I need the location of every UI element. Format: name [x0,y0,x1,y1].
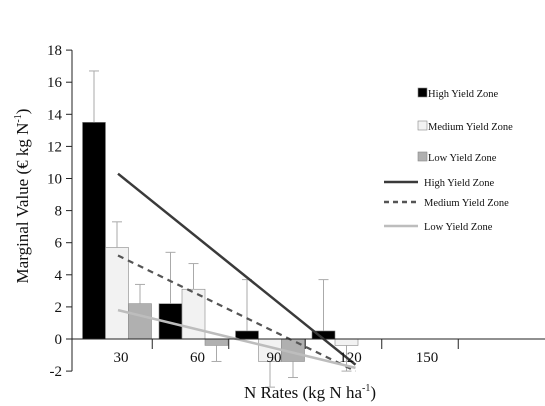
legend-swatch [417,120,428,131]
x-tick-label: 120 [339,350,362,366]
legend-label: Low Yield Zone [428,153,497,164]
y-tick-label: 12 [47,139,62,155]
trend-line [117,254,356,373]
y-tick-label: 6 [55,236,63,252]
x-axis-title-end: ) [370,383,376,402]
y-tick-label: -2 [50,364,63,380]
legend: High Yield Zone Medium Yield Zone Low Yiel… [384,87,513,233]
y-axis-title-end: ) [13,109,32,115]
axes-layer: -2 0 2 4 6 8 10 12 14 16 18 30 60 90 120 150 [47,43,545,380]
y-axis-title-main: Marginal Value (€ kg N [13,123,32,284]
x-axis-title: N Rates (kg N ha-1) [244,383,376,402]
y-tick-label: 4 [55,268,63,284]
legend-swatch [417,87,428,98]
x-tick-label: 90 [267,350,282,366]
x-tick-label: 60 [190,350,205,366]
y-axis-title: Marginal Value (€ kg N-1) [13,109,32,284]
x-axis-title-sup: -1 [362,383,370,394]
bars-layer [82,70,359,388]
trend-lines-layer [117,172,357,373]
y-tick-label: 0 [55,332,63,348]
legend-label: High Yield Zone [428,89,499,100]
legend-label: High Yield Zone [424,178,495,189]
y-tick-label: 16 [47,75,63,91]
y-axis-title-sup: -1 [13,114,24,122]
bar [204,338,229,346]
trend-line [117,172,357,366]
bar [128,303,152,340]
x-tick-label: 150 [416,350,439,366]
y-tick-label: 14 [47,107,63,123]
y-tick-label: 18 [47,43,62,59]
y-tick-label: 10 [47,172,62,188]
legend-swatch [417,151,428,162]
bar [334,338,359,346]
y-tick-label: 8 [55,204,63,220]
legend-label: Medium Yield Zone [424,198,509,209]
legend-label: Low Yield Zone [424,222,493,233]
x-axis-title-main: N Rates (kg N ha [244,383,362,402]
legend-label: Medium Yield Zone [428,122,513,133]
y-tick-label: 2 [55,300,63,316]
bar [235,330,259,340]
x-tick-label: 30 [114,350,129,366]
bar [82,122,106,340]
bar [105,247,129,340]
